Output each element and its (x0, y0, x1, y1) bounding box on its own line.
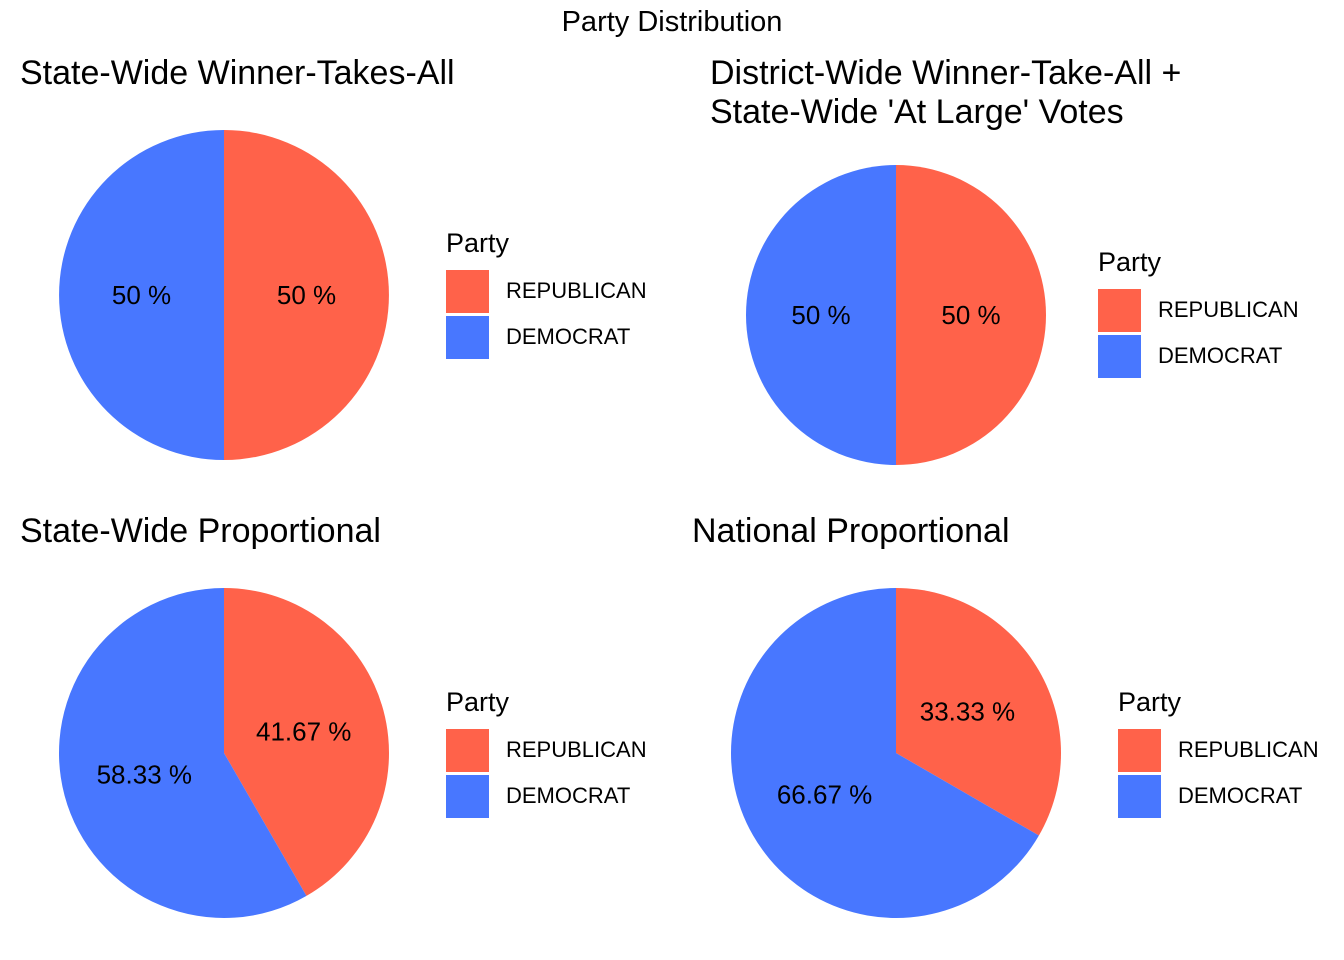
legend-swatch-republican (1098, 288, 1141, 332)
pie-chart-district-wide: 50 % 50 % (746, 165, 1046, 465)
pie-slice-republican (224, 588, 389, 896)
legend-label-republican: REPUBLICAN (506, 278, 647, 303)
panel-title-national-proportional: National Proportional (692, 512, 1010, 551)
legend-swatch-democrat (1118, 774, 1161, 818)
legend-title: Party (1118, 687, 1182, 717)
pie-chart-state-wide-winner-takes-all: 50 % 50 % (59, 130, 389, 460)
legend-swatch-democrat (1098, 334, 1141, 378)
legend-swatch-democrat (446, 774, 489, 818)
legend-item-democrat: DEMOCRAT (1118, 773, 1319, 819)
pie-slice-republican (224, 130, 389, 460)
legend-title: Party (446, 687, 510, 717)
pie-slice-democrat (59, 130, 224, 460)
slice-label-republican: 50 % (941, 300, 1000, 330)
figure-title: Party Distribution (561, 6, 783, 38)
slice-label-democrat: 66.67 % (777, 779, 872, 809)
legend-label-democrat: DEMOCRAT (506, 324, 631, 349)
legend-swatch-republican (446, 269, 489, 313)
slice-label-democrat: 50 % (791, 300, 850, 330)
legend-item-republican: REPUBLICAN (446, 268, 647, 314)
legend-swatch-republican (446, 728, 489, 772)
slice-label-republican: 41.67 % (256, 717, 351, 747)
slice-label-republican: 50 % (277, 280, 336, 310)
legend-item-republican: REPUBLICAN (1118, 727, 1319, 773)
legend-swatch-democrat (446, 315, 489, 359)
legend-item-republican: REPUBLICAN (446, 727, 647, 773)
legend-label-democrat: DEMOCRAT (1178, 783, 1303, 808)
pie-slice-republican (896, 588, 1061, 836)
panel-title-line: State-Wide Proportional (20, 512, 381, 550)
legend-title: Party (446, 228, 510, 258)
legend-label-republican: REPUBLICAN (506, 737, 647, 762)
legend-label-democrat: DEMOCRAT (1158, 343, 1283, 368)
pie-slice-democrat (58, 588, 307, 918)
pie-slice-republican (896, 165, 1046, 465)
pie-chart-state-wide-proportional: 41.67 % 58.33 % (58, 588, 389, 918)
legend: Party REPUBLICAN DEMOCRAT (446, 687, 647, 819)
legend: Party REPUBLICAN DEMOCRAT (1118, 687, 1319, 819)
legend: Party REPUBLICAN DEMOCRAT (1098, 247, 1299, 379)
panel-title-state-wide-proportional: State-Wide Proportional (20, 512, 381, 551)
pie-chart-national-proportional: 33.33 % 66.67 % (730, 588, 1061, 918)
panel-title-line: District-Wide Winner-Take-All + (710, 54, 1182, 92)
legend-swatch-republican (1118, 728, 1161, 772)
panel-title-state-wide-winner-takes-all: State-Wide Winner-Takes-All (20, 54, 455, 93)
panel-title-line: State-Wide Winner-Takes-All (20, 54, 455, 92)
slice-label-democrat: 50 % (112, 280, 171, 310)
slice-label-democrat: 58.33 % (97, 759, 192, 789)
panel-title-line: State-Wide 'At Large' Votes (710, 93, 1124, 131)
panel-title-line: National Proportional (692, 512, 1010, 550)
legend-item-republican: REPUBLICAN (1098, 287, 1299, 333)
slice-label-republican: 33.33 % (920, 697, 1015, 727)
legend: Party REPUBLICAN DEMOCRAT (446, 228, 647, 360)
legend-label-republican: REPUBLICAN (1158, 297, 1299, 322)
legend-item-democrat: DEMOCRAT (446, 314, 647, 360)
legend-label-democrat: DEMOCRAT (506, 783, 631, 808)
panel-title-district-wide: District-Wide Winner-Take-All + State-Wi… (710, 54, 1181, 132)
legend-title: Party (1098, 247, 1162, 277)
legend-item-democrat: DEMOCRAT (1098, 333, 1299, 379)
pie-slice-democrat (746, 165, 896, 465)
legend-label-republican: REPUBLICAN (1178, 737, 1319, 762)
legend-item-democrat: DEMOCRAT (446, 773, 647, 819)
pie-slice-democrat (730, 588, 1039, 918)
